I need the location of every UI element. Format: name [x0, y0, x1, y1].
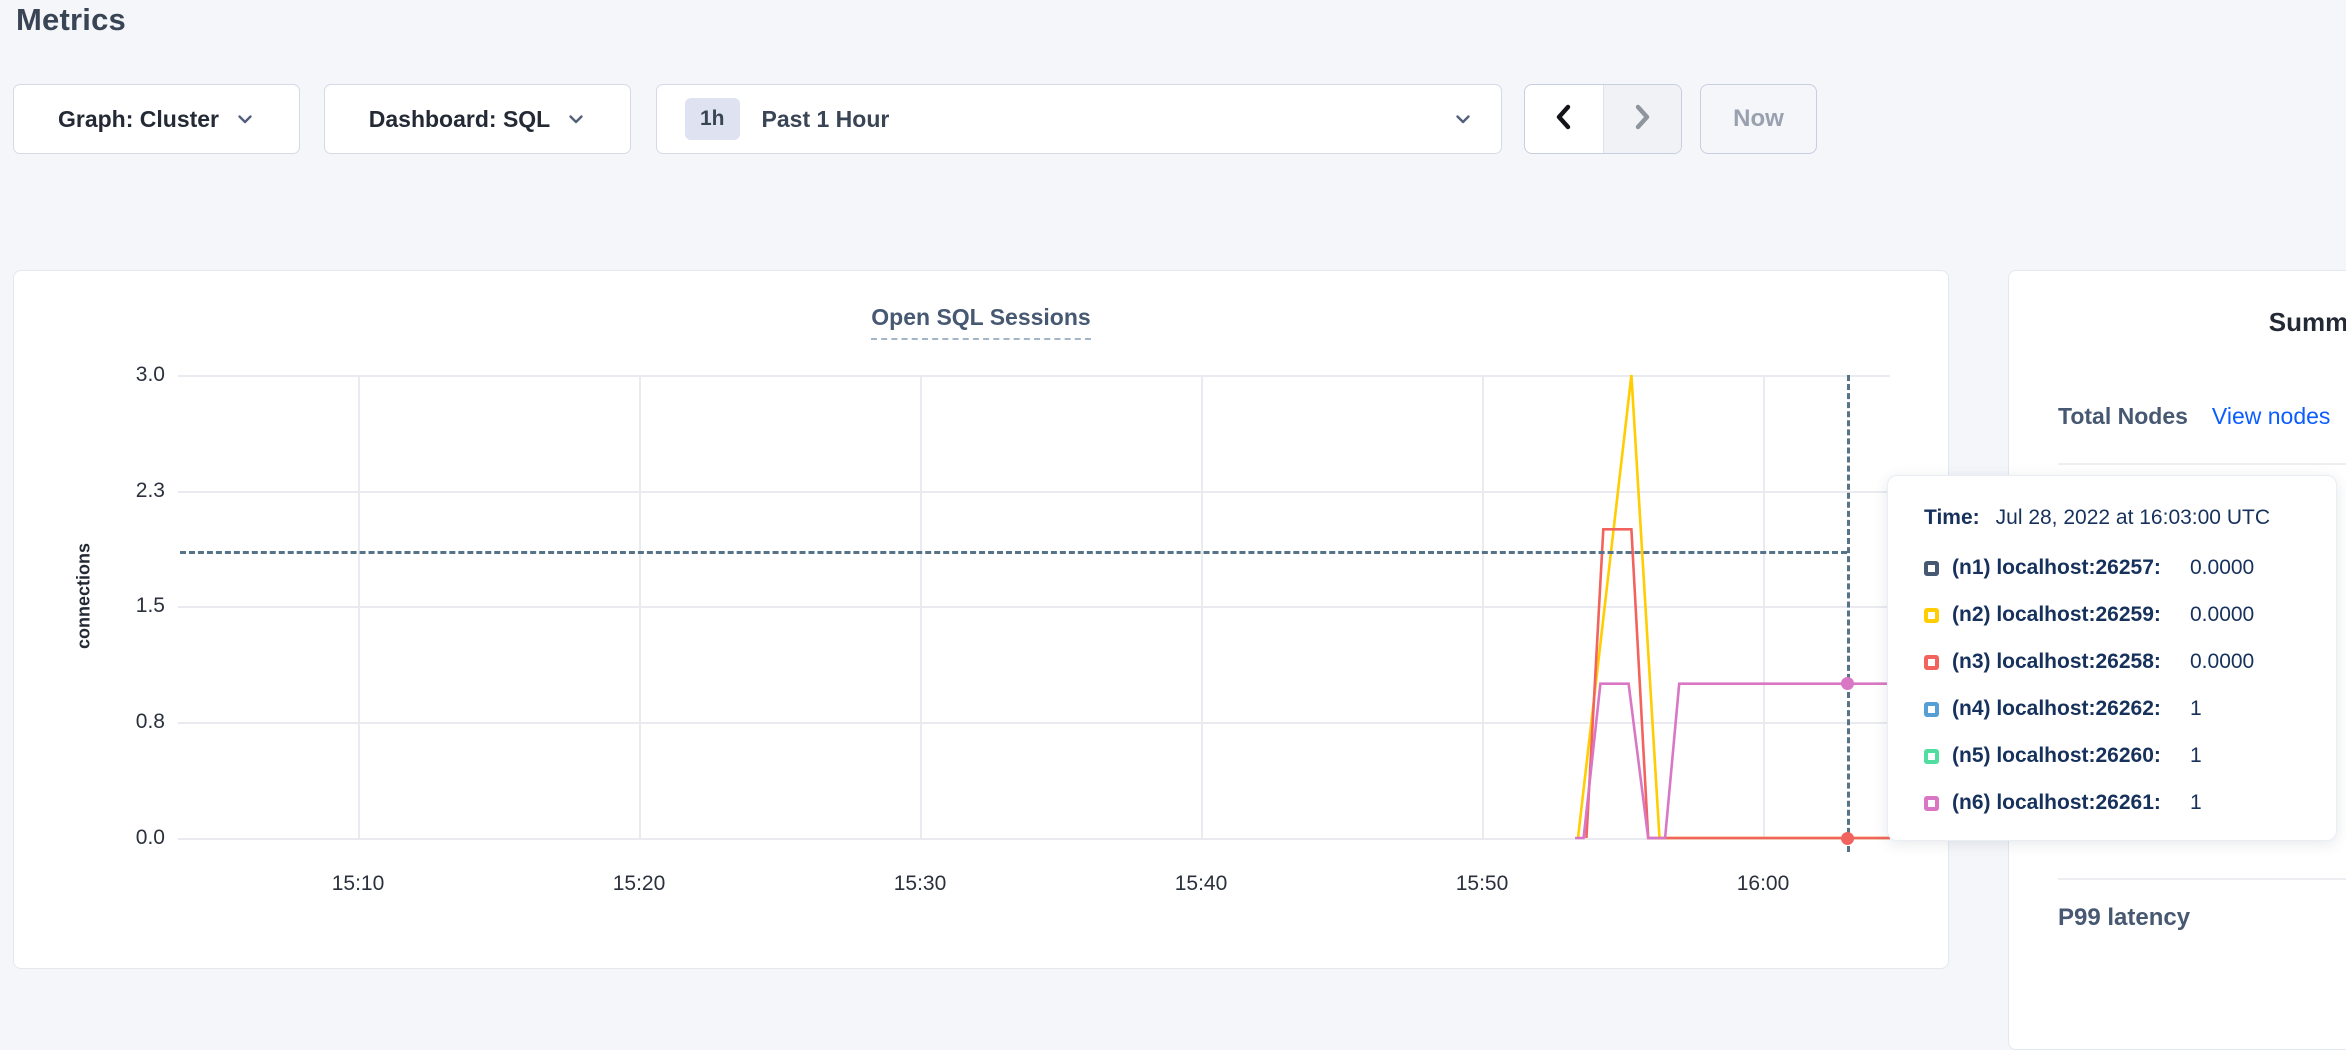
x-tick: 15:50	[1455, 872, 1509, 895]
chevron-down-icon	[566, 109, 586, 129]
chevron-left-icon	[1552, 102, 1576, 137]
chevron-down-icon	[235, 109, 255, 129]
chart-hover-tooltip: Time: Jul 28, 2022 at 16:03:00 UTC (n1) …	[1887, 475, 2337, 841]
legend-swatch	[1924, 701, 1939, 717]
tooltip-rows: (n1) localhost:26257: 0.0000 (n2) localh…	[1924, 554, 2336, 817]
total-nodes-row: Total Nodes View nodes	[2058, 403, 2330, 430]
tooltip-time-label: Time:	[1924, 506, 1980, 529]
gridline	[1482, 375, 1484, 840]
gridline	[920, 375, 922, 840]
gridline	[178, 606, 1890, 608]
time-range-selector[interactable]: 1h Past 1 Hour	[656, 84, 1502, 154]
tooltip-row-value: 0.0000	[2190, 603, 2255, 626]
chevron-down-icon	[1453, 109, 1473, 129]
divider	[2058, 463, 2346, 465]
tooltip-row-label: (n5) localhost:26260:	[1952, 744, 2161, 767]
crosshair-horizontal-line	[180, 551, 1847, 554]
time-range-pager	[1524, 84, 1682, 154]
series-line	[1585, 528, 1890, 840]
previous-time-window-button[interactable]	[1525, 85, 1603, 153]
legend-swatch	[1924, 654, 1939, 670]
tooltip-row-value: 1	[2190, 744, 2202, 767]
metrics-page: { "page": { "title": "Metrics" }, "toolb…	[13, 2, 2346, 1050]
plot-area[interactable]	[178, 374, 1890, 852]
gridline	[178, 722, 1890, 724]
legend-swatch	[1924, 748, 1939, 764]
tooltip-row-label: (n6) localhost:26261:	[1952, 791, 2161, 814]
gridline	[639, 375, 641, 840]
p99-latency-label: P99 latency	[2058, 904, 2191, 931]
tooltip-row: (n5) localhost:26260: 1	[1924, 742, 2336, 770]
series-svg	[1575, 374, 1890, 840]
dashboard-dropdown-label: Dashboard: SQL	[368, 105, 551, 132]
gridline	[1201, 375, 1203, 840]
x-tick: 15:30	[893, 872, 947, 895]
legend-swatch	[1924, 560, 1939, 576]
tooltip-time-row: Time: Jul 28, 2022 at 16:03:00 UTC	[1924, 506, 2336, 534]
tooltip-time-value: Jul 28, 2022 at 16:03:00 UTC	[1995, 506, 2270, 529]
tooltip-row-value: 1	[2190, 791, 2202, 814]
open-sql-sessions-chart-card	[13, 270, 1949, 969]
y-tick: 1.5	[135, 594, 165, 617]
legend-swatch	[1924, 795, 1939, 811]
series-line	[1575, 682, 1890, 840]
tooltip-row-label: (n4) localhost:26262:	[1952, 697, 2161, 720]
series-line	[1576, 374, 1890, 840]
tooltip-row: (n6) localhost:26261: 1	[1924, 789, 2336, 817]
tooltip-row-label: (n2) localhost:26259:	[1952, 603, 2161, 626]
next-time-window-button[interactable]	[1602, 85, 1681, 153]
graph-scope-dropdown-label: Graph: Cluster	[57, 105, 220, 132]
time-range-label: Past 1 Hour	[761, 105, 890, 132]
legend-swatch	[1924, 607, 1939, 623]
tooltip-row: (n4) localhost:26262: 1	[1924, 695, 2336, 723]
now-button[interactable]: Now	[1700, 84, 1817, 154]
gridline	[178, 491, 1890, 493]
divider	[2058, 878, 2346, 880]
chevron-right-icon	[1630, 102, 1654, 137]
summary-title: Summary	[2268, 307, 2346, 337]
view-nodes-link[interactable]: View nodes	[2211, 403, 2331, 429]
x-tick: 15:10	[331, 872, 385, 895]
total-nodes-label: Total Nodes	[2058, 403, 2188, 429]
tooltip-row-value: 1	[2190, 697, 2202, 720]
x-tick: 15:40	[1174, 872, 1228, 895]
y-tick: 2.3	[135, 479, 165, 502]
page-title: Metrics	[16, 2, 126, 37]
crosshair-vertical-line	[1847, 375, 1850, 852]
gridline	[358, 375, 360, 840]
graph-scope-dropdown[interactable]: Graph: Cluster	[13, 84, 300, 154]
tooltip-row: (n3) localhost:26258: 0.0000	[1924, 648, 2336, 676]
y-tick: 0.8	[135, 710, 165, 733]
crosshair-marker-dot	[1841, 677, 1855, 691]
x-tick: 15:20	[612, 872, 666, 895]
crosshair-marker-dot	[1841, 831, 1855, 845]
tooltip-row: (n1) localhost:26257: 0.0000	[1924, 554, 2336, 582]
y-tick: 0.0	[135, 826, 165, 849]
tooltip-row-label: (n1) localhost:26257:	[1952, 556, 2161, 579]
gridline	[178, 838, 1890, 840]
gridline	[1763, 375, 1765, 840]
y-tick: 3.0	[135, 363, 165, 386]
x-tick: 16:00	[1736, 872, 1790, 895]
dashboard-dropdown[interactable]: Dashboard: SQL	[324, 84, 631, 154]
gridline	[178, 375, 1890, 377]
tooltip-row: (n2) localhost:26259: 0.0000	[1924, 601, 2336, 629]
tooltip-row-label: (n3) localhost:26258:	[1952, 650, 2161, 673]
tooltip-row-value: 0.0000	[2190, 556, 2255, 579]
chart-title[interactable]: Open SQL Sessions	[871, 304, 1091, 340]
chart-title-wrap: Open SQL Sessions	[13, 304, 1949, 340]
time-range-badge: 1h	[685, 98, 740, 140]
tooltip-row-value: 0.0000	[2190, 650, 2255, 673]
